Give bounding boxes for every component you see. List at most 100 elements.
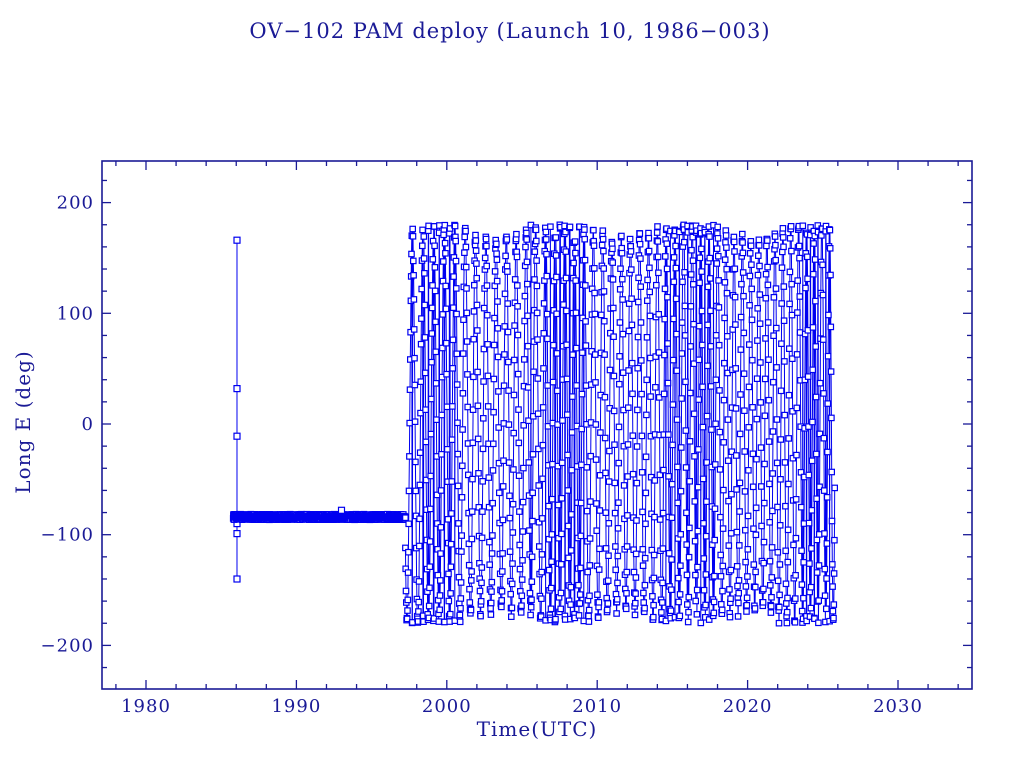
data-point-marker [694, 483, 702, 491]
data-point-marker [506, 492, 513, 500]
data-point-marker [469, 475, 476, 483]
data-point-marker [706, 254, 714, 262]
data-point-marker [659, 545, 667, 552]
data-point-marker [443, 403, 451, 411]
data-point-marker [763, 242, 770, 250]
data-point-marker [716, 387, 723, 394]
x-tick-label: 2000 [422, 696, 472, 717]
data-point-marker [750, 561, 758, 568]
data-point-marker [627, 248, 635, 255]
data-point-marker [456, 611, 464, 619]
data-point-marker [586, 535, 594, 542]
data-point-marker [493, 240, 500, 248]
data-point-marker [678, 395, 685, 402]
data-point-marker [744, 545, 752, 553]
data-point-marker [761, 460, 768, 468]
data-point-marker [510, 429, 518, 437]
data-point-marker [552, 252, 560, 259]
data-point-marker [798, 547, 805, 555]
data-point-marker [486, 561, 494, 569]
data-point-marker [641, 604, 648, 612]
data-point-marker [808, 545, 815, 552]
data-point-marker [788, 355, 796, 363]
data-point-marker [774, 577, 782, 585]
data-point-marker [727, 529, 735, 537]
data-point-marker [690, 320, 697, 328]
data-point-marker [474, 368, 481, 376]
data-point-marker [601, 434, 609, 442]
data-point-marker [668, 514, 676, 522]
data-point-marker [474, 327, 481, 334]
data-point-marker [475, 504, 483, 511]
data-point-marker [432, 348, 440, 356]
data-point-marker [669, 441, 676, 449]
data-point-marker [409, 225, 417, 233]
data-point-marker [632, 574, 640, 581]
data-point-marker [518, 576, 526, 583]
data-point-marker [440, 231, 447, 239]
data-point-marker [625, 327, 633, 335]
data-point-marker [787, 223, 795, 230]
data-point-marker [738, 230, 746, 238]
data-point-marker [444, 515, 452, 523]
data-point-marker [585, 618, 593, 625]
data-point-marker [736, 508, 743, 515]
data-point-marker [700, 555, 708, 562]
data-point-marker [486, 538, 493, 546]
data-point-marker [760, 585, 767, 593]
data-point-marker [810, 240, 817, 247]
data-point-marker [606, 329, 614, 337]
data-point-marker [615, 499, 622, 507]
data-point-marker [769, 428, 777, 435]
data-point-marker [531, 276, 538, 283]
data-point-marker [715, 341, 723, 349]
data-point-marker [548, 558, 555, 566]
data-point-marker [735, 599, 742, 607]
data-point-marker [807, 604, 815, 612]
data-point-marker [694, 527, 702, 535]
data-point-marker [493, 277, 501, 285]
data-point-marker [690, 410, 698, 418]
data-point-marker [548, 531, 556, 538]
data-point-marker [426, 584, 433, 592]
data-point-marker [724, 457, 732, 465]
data-point-marker [642, 453, 650, 461]
data-point-marker [776, 561, 784, 568]
data-point-marker [748, 356, 756, 364]
data-point-marker [816, 379, 824, 387]
data-point-marker [596, 472, 604, 479]
data-point-marker [831, 536, 838, 544]
data-point-marker [761, 375, 769, 383]
data-point-marker [452, 237, 460, 245]
data-point-marker [686, 478, 694, 485]
data-point-marker [645, 247, 653, 255]
data-point-marker [564, 487, 572, 494]
data-point-marker [772, 285, 780, 292]
data-point-marker [533, 309, 541, 317]
data-point-marker [711, 572, 718, 580]
data-point-marker [437, 487, 445, 494]
data-point-marker [807, 583, 815, 591]
data-point-marker [483, 242, 490, 250]
data-point-marker [480, 304, 488, 312]
data-point-marker [816, 483, 823, 491]
data-point-marker [605, 478, 613, 485]
data-point-marker [792, 571, 799, 579]
data-point-marker [409, 233, 417, 240]
data-point-marker [609, 259, 617, 266]
data-point-marker [542, 228, 550, 236]
data-point-marker [723, 333, 731, 340]
data-point-marker [703, 459, 711, 466]
data-point-marker [470, 373, 477, 381]
data-point-marker [661, 315, 669, 323]
data-point-marker [774, 548, 782, 556]
data-point-marker [775, 603, 783, 611]
data-point-marker [415, 598, 423, 606]
data-point-marker [643, 411, 650, 419]
data-point-marker [770, 332, 777, 340]
data-point-marker [698, 341, 706, 349]
data-point-marker [432, 318, 439, 326]
data-point-marker [619, 296, 626, 303]
data-point-marker [485, 474, 493, 481]
data-point-marker [644, 276, 651, 284]
